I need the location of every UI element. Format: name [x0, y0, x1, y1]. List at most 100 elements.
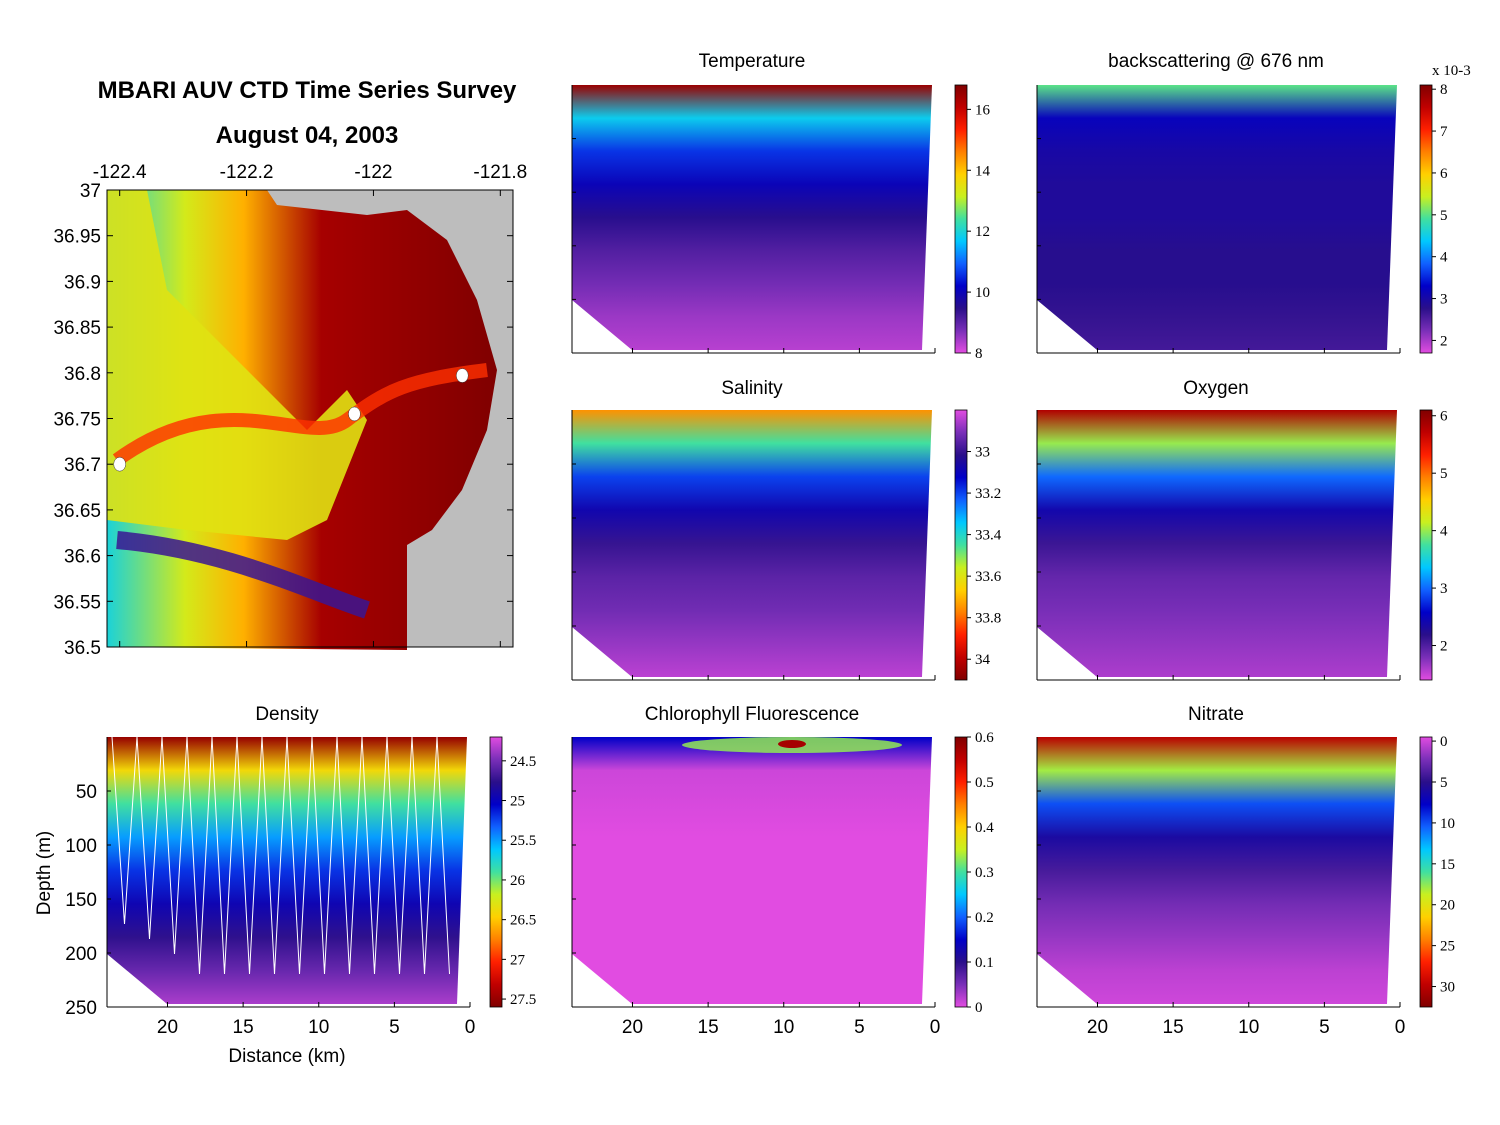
- chlorophyll-xtick-label: 5: [854, 1017, 865, 1038]
- density-cb-tick-label: 26: [510, 873, 526, 889]
- chlorophyll-section: [572, 737, 932, 1004]
- backscattering-cb-tick-label: 4: [1440, 250, 1448, 266]
- density-ytick-label: 250: [65, 998, 97, 1019]
- nitrate-cb-tick-label: 15: [1440, 857, 1455, 873]
- oxygen-cb-tick-label: 3: [1440, 581, 1448, 597]
- backscattering-section: [1037, 85, 1397, 350]
- backscattering-cb-tick-label: 2: [1440, 333, 1448, 349]
- oxygen-cb-tick-label: 2: [1440, 639, 1448, 655]
- density-cb-tick-label: 26.5: [510, 913, 536, 929]
- map-ytick-label: 37: [80, 181, 101, 202]
- nitrate-cb-tick-label: 25: [1440, 939, 1455, 955]
- nitrate-section: [1037, 737, 1397, 1004]
- map-shelf: [107, 190, 367, 540]
- density-section: [107, 737, 467, 1004]
- nitrate-cb-tick-label: 20: [1440, 898, 1455, 914]
- chlorophyll-cb-tick-label: 0.6: [975, 730, 994, 746]
- salinity-title: Salinity: [721, 378, 783, 399]
- density-cb-tick-label: 27: [510, 952, 526, 968]
- chlorophyll-xtick-label: 0: [930, 1017, 941, 1038]
- chlorophyll-cb-tick-label: 0.5: [975, 775, 994, 791]
- density-xtick-label: 0: [465, 1017, 476, 1038]
- salinity-cb-tick-label: 33: [975, 445, 990, 461]
- temperature-title: Temperature: [699, 51, 806, 72]
- temperature-cb-tick-label: 8: [975, 346, 983, 362]
- chlorophyll-cb-tick-label: 0.2: [975, 910, 994, 926]
- map-station-marker: [456, 368, 469, 383]
- map-ytick-label: 36.7: [64, 455, 101, 476]
- density-cb-tick-label: 24.5: [510, 754, 536, 770]
- temperature-colorbar: [954, 84, 968, 354]
- map-ytick-label: 36.6: [64, 547, 101, 568]
- density-xtick-label: 15: [233, 1017, 254, 1038]
- backscattering-colorbar: [1419, 84, 1433, 354]
- temperature-section: [572, 85, 932, 350]
- map-station-marker: [113, 456, 126, 472]
- map-ytick-label: 36.65: [53, 501, 101, 522]
- density-xtick-label: 5: [389, 1017, 400, 1038]
- density-ytick-label: 200: [65, 944, 97, 965]
- map-xtick-label: -122.4: [93, 162, 147, 183]
- temperature-cb-tick-label: 16: [975, 102, 991, 118]
- nitrate-xtick-label: 10: [1238, 1017, 1259, 1038]
- nitrate-cb-tick-label: 10: [1440, 816, 1455, 832]
- chlorophyll-cb-tick-label: 0.4: [975, 820, 994, 836]
- backscattering-cb-tick-label: 3: [1440, 292, 1448, 308]
- oxygen-title: Oxygen: [1183, 378, 1248, 399]
- temperature-cb-tick-label: 14: [975, 163, 991, 179]
- map-ytick-label: 36.5: [64, 638, 101, 659]
- nitrate-cb-tick-label: 30: [1440, 980, 1455, 996]
- backscattering-cb-tick-label: 7: [1440, 124, 1448, 140]
- density-title: Density: [255, 704, 319, 725]
- figure-title: MBARI AUV CTD Time Series Survey: [98, 77, 517, 104]
- oxygen-cb-tick-label: 4: [1440, 524, 1448, 540]
- nitrate-cb-tick-label: 5: [1440, 775, 1448, 791]
- density-cb-tick-label: 25.5: [510, 833, 536, 849]
- salinity-cb-tick-label: 34: [975, 652, 991, 668]
- salinity-cb-tick-label: 33.8: [975, 611, 1001, 627]
- nitrate-xtick-label: 5: [1319, 1017, 1330, 1038]
- density-xtick-label: 20: [157, 1017, 178, 1038]
- chlorophyll-xtick-label: 10: [773, 1017, 794, 1038]
- salinity-cb-tick-label: 33.4: [975, 528, 1002, 544]
- chlorophyll-cb-tick-label: 0.3: [975, 865, 994, 881]
- map-ytick-label: 36.55: [53, 592, 101, 613]
- backscattering-cb-tick-label: 5: [1440, 208, 1448, 224]
- backscattering-exponent: x 10-3: [1432, 63, 1471, 79]
- nitrate-xtick-label: 15: [1163, 1017, 1184, 1038]
- oxygen-cb-tick-label: 5: [1440, 466, 1448, 482]
- map-xtick-label: -121.8: [473, 162, 527, 183]
- map-ytick-label: 36.9: [64, 272, 101, 293]
- map-station-marker: [348, 406, 361, 422]
- chlorophyll-xtick-label: 20: [622, 1017, 643, 1038]
- density-ytick-label: 50: [76, 782, 97, 803]
- map-ytick-label: 36.95: [53, 227, 101, 248]
- salinity-cb-tick-label: 33.2: [975, 486, 1001, 502]
- figure-date: August 04, 2003: [216, 122, 399, 149]
- density-ylabel: Depth (m): [34, 831, 55, 915]
- salinity-colorbar: [954, 409, 968, 681]
- salinity-cb-tick-label: 33.6: [975, 569, 1002, 585]
- density-cb-tick-label: 25: [510, 794, 525, 810]
- density-ytick-label: 150: [65, 890, 97, 911]
- temperature-cb-tick-label: 10: [975, 285, 990, 301]
- oxygen-colorbar: [1419, 409, 1433, 681]
- chlorophyll-xtick-label: 15: [698, 1017, 719, 1038]
- nitrate-title: Nitrate: [1188, 704, 1244, 725]
- density-ytick-label: 100: [65, 836, 97, 857]
- map-ytick-label: 36.75: [53, 410, 101, 431]
- density-auv-track: [111, 736, 450, 975]
- density-cb-tick-label: 27.5: [510, 992, 536, 1008]
- temperature-cb-tick-label: 12: [975, 224, 990, 240]
- map-xtick-label: -122: [354, 162, 392, 183]
- map-xtick-label: -122.2: [220, 162, 274, 183]
- chlorophyll-colorbar: [954, 736, 968, 1008]
- nitrate-colorbar: [1419, 736, 1433, 1008]
- salinity-section: [572, 410, 932, 677]
- density-xlabel: Distance (km): [228, 1046, 345, 1067]
- density-colorbar: [489, 736, 503, 1008]
- backscattering-cb-tick-label: 8: [1440, 82, 1448, 98]
- chlorophyll-cb-tick-label: 0.1: [975, 955, 994, 971]
- oxygen-section: [1037, 410, 1397, 677]
